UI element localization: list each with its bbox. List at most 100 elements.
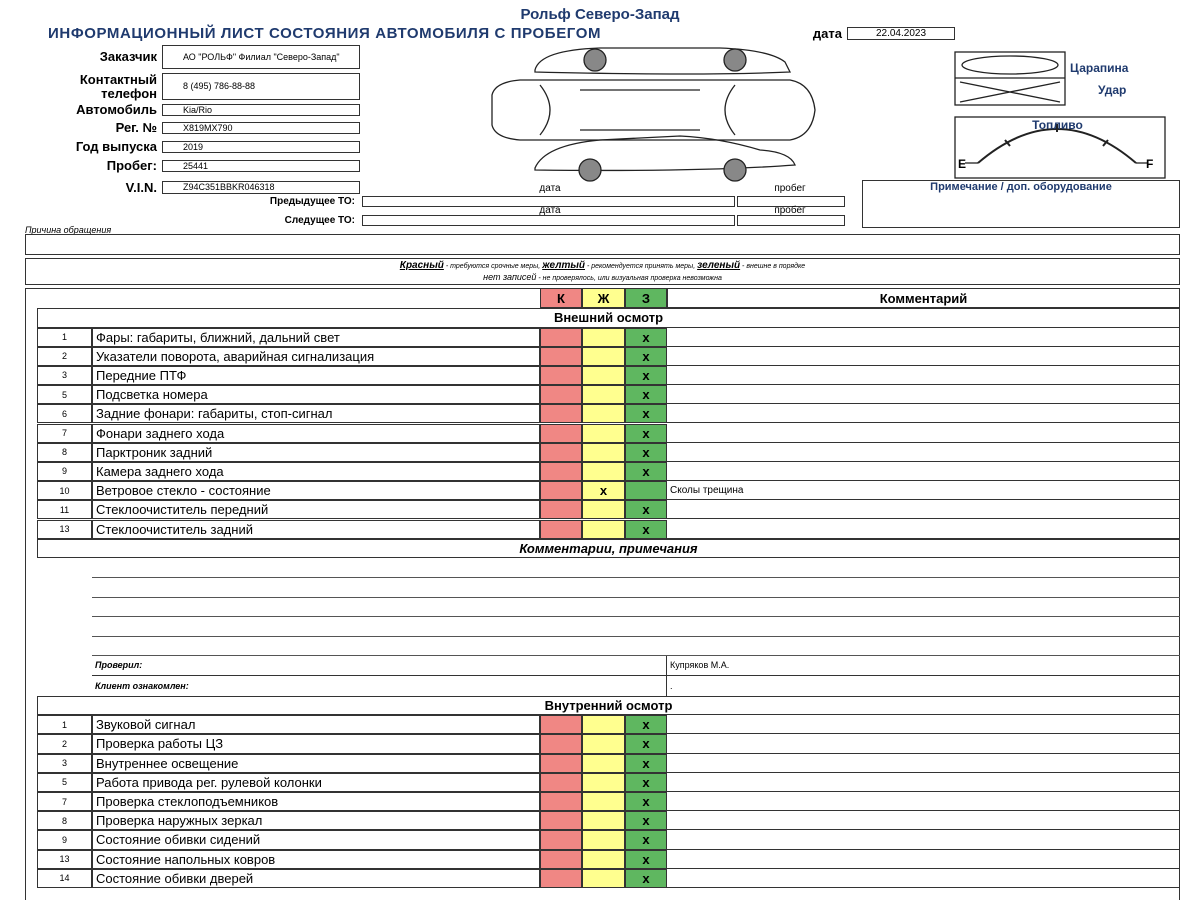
field-value: Z94C351BBKR046318 [162, 181, 360, 194]
status-red [540, 734, 582, 754]
status-red [540, 327, 582, 347]
next-label: Следущее ТО: [284, 214, 355, 226]
row-comment [667, 830, 1180, 850]
row-number: 13 [37, 849, 92, 869]
row-item: Стеклоочиститель задний [92, 519, 540, 539]
status-green: x [625, 461, 667, 482]
title: ИНФОРМАЦИОННЫЙ ЛИСТ СОСТОЯНИЯ АВТОМОБИЛЯ… [48, 24, 602, 42]
status-green: x [625, 734, 667, 754]
row-number: 8 [37, 811, 92, 831]
color-key-text: - требуются срочные меры, [443, 262, 543, 270]
field-value: 2019 [162, 141, 360, 153]
status-yellow [582, 830, 625, 850]
status-yellow [582, 753, 625, 773]
checked-value: Купряков М.А. [667, 656, 1180, 676]
row-item: Звуковой сигнал [92, 715, 540, 735]
color-key-text: зеленый [697, 259, 741, 271]
status-yellow [582, 423, 625, 443]
status-yellow [582, 868, 625, 888]
status-green [625, 481, 667, 501]
row-item: Парктроник задний [92, 442, 540, 462]
row-item: Передние ПТФ [92, 365, 540, 386]
field-value: АО "РОЛЬФ" Филиал "Северо-Запад" [162, 45, 360, 69]
row-comment [667, 328, 1180, 347]
status-green: x [625, 500, 667, 520]
row-comment [667, 347, 1180, 366]
row-number: 5 [37, 385, 92, 405]
status-red [540, 772, 582, 792]
section-title: Внешний осмотр [37, 308, 1180, 328]
color-key-text: нет записей [483, 271, 537, 282]
row-item: Проверка работы ЦЗ [92, 734, 540, 754]
row-number: 7 [37, 423, 92, 443]
status-yellow [582, 792, 625, 812]
color-key-text: Красный [399, 259, 444, 271]
field-label: Пробег: [106, 158, 157, 173]
status-yellow [582, 772, 625, 792]
status-red [540, 868, 582, 888]
status-red [540, 423, 582, 443]
row-comment [667, 792, 1180, 812]
status-green: x [625, 404, 667, 424]
field-label: Заказчик [99, 49, 157, 64]
row-number: 9 [37, 461, 92, 482]
head-red: К [540, 288, 582, 308]
scratch-symbol [961, 55, 1059, 75]
reason-box [25, 234, 1180, 255]
next-mileage [737, 215, 845, 226]
status-green: x [625, 346, 667, 366]
company: Рольф Северо-Запад [520, 5, 680, 23]
field-label: Рег. № [115, 120, 157, 135]
status-yellow [582, 365, 625, 386]
row-item: Стеклоочиститель передний [92, 500, 540, 520]
status-red [540, 753, 582, 773]
status-red [540, 365, 582, 386]
field-value: 25441 [162, 160, 360, 172]
row-number: 2 [37, 346, 92, 366]
fuel-ticks [1004, 124, 1109, 147]
status-yellow [582, 519, 625, 539]
status-yellow [582, 346, 625, 366]
status-green: x [625, 849, 667, 869]
row-comment: Сколы трещина [667, 481, 1180, 501]
row-item: Внутреннее освещение [92, 753, 540, 773]
row-comment [667, 773, 1180, 792]
row-comment [667, 404, 1180, 424]
row-number: 13 [37, 519, 92, 539]
head-comment: Комментарий [667, 288, 1180, 308]
note-box: Примечание / доп. оборудование [862, 180, 1180, 228]
row-number: 1 [37, 715, 92, 735]
status-green: x [625, 715, 667, 735]
row-comment [667, 734, 1180, 754]
row-item: Фонари заднего хода [92, 423, 540, 443]
status-yellow [582, 849, 625, 869]
status-green: x [625, 868, 667, 888]
row-item: Указатели поворота, аварийная сигнализац… [92, 346, 540, 366]
color-key-text: желтый [542, 259, 585, 271]
fuel-box [954, 116, 1166, 179]
row-comment [667, 715, 1180, 735]
row-item: Проверка наружных зеркал [92, 811, 540, 831]
fuel-arc [977, 128, 1137, 164]
row-number: 2 [37, 734, 92, 754]
field-value: Х819МХ790 [162, 122, 360, 134]
status-green: x [625, 753, 667, 773]
row-comment [667, 462, 1180, 482]
row-number: 3 [37, 753, 92, 773]
prev-mileage [737, 196, 845, 207]
status-red [540, 715, 582, 735]
field-value: Kia/Rio [162, 104, 360, 116]
row-item: Работа привода рег. рулевой колонки [92, 772, 540, 792]
dent-symbol [959, 81, 1061, 103]
status-green: x [625, 442, 667, 462]
car-diagram [491, 47, 816, 182]
col-mileage: пробег [774, 204, 806, 216]
fuel-empty: E [958, 157, 967, 171]
row-comment [667, 366, 1180, 386]
status-green: x [625, 830, 667, 850]
status-red [540, 481, 582, 501]
status-yellow [582, 461, 625, 482]
row-comment [667, 850, 1180, 869]
